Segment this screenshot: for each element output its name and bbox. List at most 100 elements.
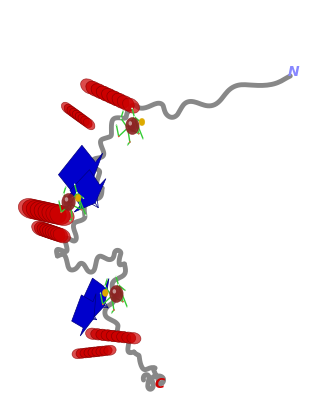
Circle shape	[76, 192, 78, 194]
Circle shape	[116, 125, 117, 126]
Circle shape	[138, 133, 139, 134]
Text: N: N	[288, 65, 299, 79]
Circle shape	[128, 120, 137, 132]
Circle shape	[100, 293, 101, 294]
Ellipse shape	[104, 345, 116, 355]
Circle shape	[65, 187, 66, 188]
Ellipse shape	[75, 112, 86, 124]
Ellipse shape	[70, 108, 81, 120]
Ellipse shape	[116, 332, 130, 343]
Ellipse shape	[122, 98, 139, 113]
Circle shape	[62, 193, 76, 211]
Circle shape	[111, 295, 112, 297]
Circle shape	[127, 127, 128, 129]
Circle shape	[107, 279, 108, 280]
Ellipse shape	[107, 91, 124, 106]
Circle shape	[109, 285, 123, 303]
Circle shape	[61, 212, 62, 213]
Ellipse shape	[81, 116, 92, 128]
Ellipse shape	[88, 347, 100, 357]
Ellipse shape	[53, 228, 70, 243]
FancyArrow shape	[72, 294, 96, 336]
Circle shape	[63, 194, 64, 195]
Ellipse shape	[26, 200, 51, 220]
Circle shape	[122, 301, 123, 302]
Ellipse shape	[34, 202, 58, 222]
FancyArrow shape	[80, 278, 109, 324]
Circle shape	[127, 307, 128, 308]
Circle shape	[81, 209, 82, 210]
Ellipse shape	[48, 226, 65, 241]
Ellipse shape	[92, 347, 104, 356]
Ellipse shape	[106, 330, 120, 342]
Ellipse shape	[91, 329, 105, 340]
Ellipse shape	[100, 346, 112, 356]
Circle shape	[65, 197, 68, 202]
Ellipse shape	[111, 331, 125, 342]
Ellipse shape	[86, 81, 103, 96]
Circle shape	[120, 118, 122, 119]
Circle shape	[75, 194, 81, 202]
Ellipse shape	[81, 79, 98, 94]
Circle shape	[83, 198, 84, 199]
Circle shape	[102, 289, 108, 296]
Circle shape	[70, 203, 71, 205]
Circle shape	[112, 288, 121, 300]
Ellipse shape	[122, 332, 136, 343]
Ellipse shape	[22, 199, 47, 220]
Circle shape	[64, 196, 73, 208]
Circle shape	[118, 136, 119, 137]
Ellipse shape	[38, 203, 62, 223]
Ellipse shape	[50, 206, 74, 226]
FancyArrow shape	[70, 170, 106, 212]
Circle shape	[125, 117, 139, 135]
FancyArrow shape	[58, 145, 103, 201]
Ellipse shape	[62, 102, 73, 114]
Circle shape	[130, 122, 135, 130]
Ellipse shape	[96, 329, 110, 340]
Ellipse shape	[19, 198, 43, 218]
Ellipse shape	[32, 221, 49, 236]
Ellipse shape	[96, 346, 108, 356]
Ellipse shape	[50, 227, 68, 242]
Ellipse shape	[72, 349, 84, 359]
Ellipse shape	[91, 84, 108, 99]
Ellipse shape	[101, 88, 119, 104]
Circle shape	[66, 198, 71, 206]
Circle shape	[111, 312, 112, 313]
Ellipse shape	[127, 333, 141, 344]
Ellipse shape	[40, 224, 57, 238]
Ellipse shape	[42, 204, 66, 224]
Ellipse shape	[30, 201, 55, 221]
Circle shape	[113, 309, 115, 311]
Circle shape	[139, 118, 145, 126]
Ellipse shape	[78, 114, 89, 126]
Ellipse shape	[117, 96, 134, 111]
Circle shape	[72, 217, 73, 219]
Ellipse shape	[46, 204, 70, 225]
Circle shape	[127, 144, 128, 145]
Ellipse shape	[67, 106, 78, 118]
Ellipse shape	[85, 328, 100, 339]
Circle shape	[118, 284, 119, 286]
Circle shape	[129, 141, 130, 143]
Circle shape	[134, 116, 135, 118]
Ellipse shape	[101, 330, 115, 341]
Circle shape	[143, 139, 144, 140]
Circle shape	[74, 184, 75, 185]
Ellipse shape	[72, 110, 84, 122]
Circle shape	[104, 286, 106, 287]
Ellipse shape	[96, 86, 113, 101]
Circle shape	[85, 215, 86, 216]
Ellipse shape	[76, 348, 88, 358]
Ellipse shape	[84, 348, 96, 357]
Ellipse shape	[34, 222, 52, 237]
Circle shape	[113, 289, 116, 294]
Circle shape	[114, 290, 119, 298]
Ellipse shape	[37, 223, 54, 238]
Ellipse shape	[64, 104, 76, 116]
Text: C: C	[154, 377, 165, 391]
Ellipse shape	[112, 93, 129, 108]
Ellipse shape	[80, 348, 92, 358]
Circle shape	[129, 121, 132, 126]
